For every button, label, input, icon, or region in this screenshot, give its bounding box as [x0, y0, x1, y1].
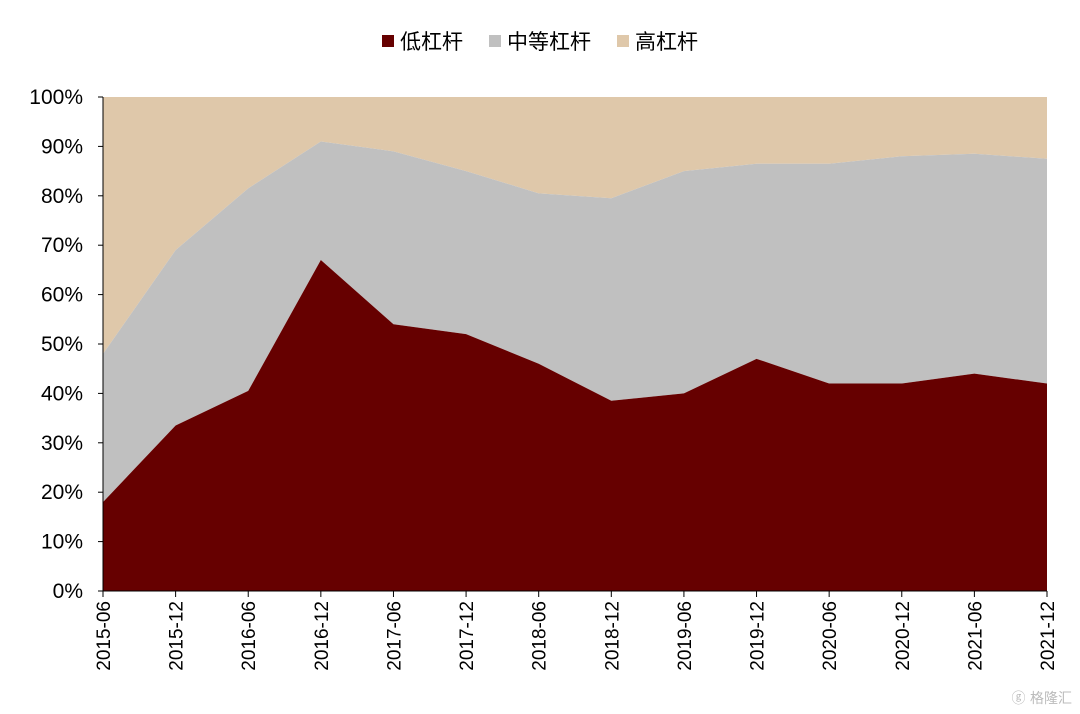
y-tick-label: 0%: [53, 580, 83, 603]
area-series-1: [103, 141, 1047, 503]
area-series-0: [103, 260, 1047, 591]
legend-item-low: 低杠杆: [382, 26, 463, 56]
x-tick-label: 2019-06: [675, 601, 696, 671]
x-tick-label: 2019-12: [748, 601, 769, 671]
legend-label-high: 高杠杆: [635, 31, 698, 54]
x-tick-label: 2017-06: [384, 601, 405, 671]
y-tick-label: 10%: [41, 531, 83, 554]
x-tick-label: 2016-06: [239, 601, 260, 671]
legend-swatch-medium: [489, 35, 501, 47]
y-tick-label: 30%: [41, 432, 83, 455]
x-tick-label: 2016-12: [312, 601, 333, 671]
area-series-2: [103, 97, 1047, 354]
y-tick-label: 50%: [41, 333, 83, 356]
x-tick-label: 2018-12: [602, 601, 623, 671]
y-tick-label: 60%: [41, 284, 83, 307]
x-tick-label: 2015-12: [167, 601, 188, 671]
area-series-group: [103, 97, 1047, 591]
y-tick-label: 80%: [41, 185, 83, 208]
legend: 低杠杆 中等杠杆 高杠杆: [0, 26, 1080, 56]
legend-swatch-high: [617, 35, 629, 47]
y-tick-label: 70%: [41, 234, 83, 257]
legend-label-low: 低杠杆: [400, 31, 463, 54]
y-tick-labels: 0% 10% 20% 30% 40% 50% 60% 70% 80% 90% 100%: [29, 86, 83, 603]
y-tick-label: 100%: [29, 86, 83, 109]
x-tick-labels: 2015-06 2015-12 2016-06 2016-12 2017-06 2017-…: [94, 601, 1059, 671]
legend-item-high: 高杠杆: [617, 26, 698, 56]
legend-swatch-low: [382, 35, 394, 47]
watermark-logo: ⓖ 格隆汇: [1011, 691, 1072, 707]
x-tick-label: 2020-12: [893, 601, 914, 671]
x-tick-label: 2015-06: [94, 601, 115, 671]
x-tick-label: 2021-12: [1038, 601, 1059, 671]
x-tick-label: 2018-06: [530, 601, 551, 671]
legend-label-medium: 中等杠杆: [507, 31, 591, 54]
y-tick-label: 40%: [41, 382, 83, 405]
x-tick-label: 2020-06: [820, 601, 841, 671]
x-tick-label: 2021-06: [965, 601, 986, 671]
y-tick-label: 90%: [41, 135, 83, 158]
legend-item-medium: 中等杠杆: [489, 26, 591, 56]
y-tick-label: 20%: [41, 481, 83, 504]
axes-group: [98, 96, 1048, 597]
x-tick-label: 2017-12: [457, 601, 478, 671]
